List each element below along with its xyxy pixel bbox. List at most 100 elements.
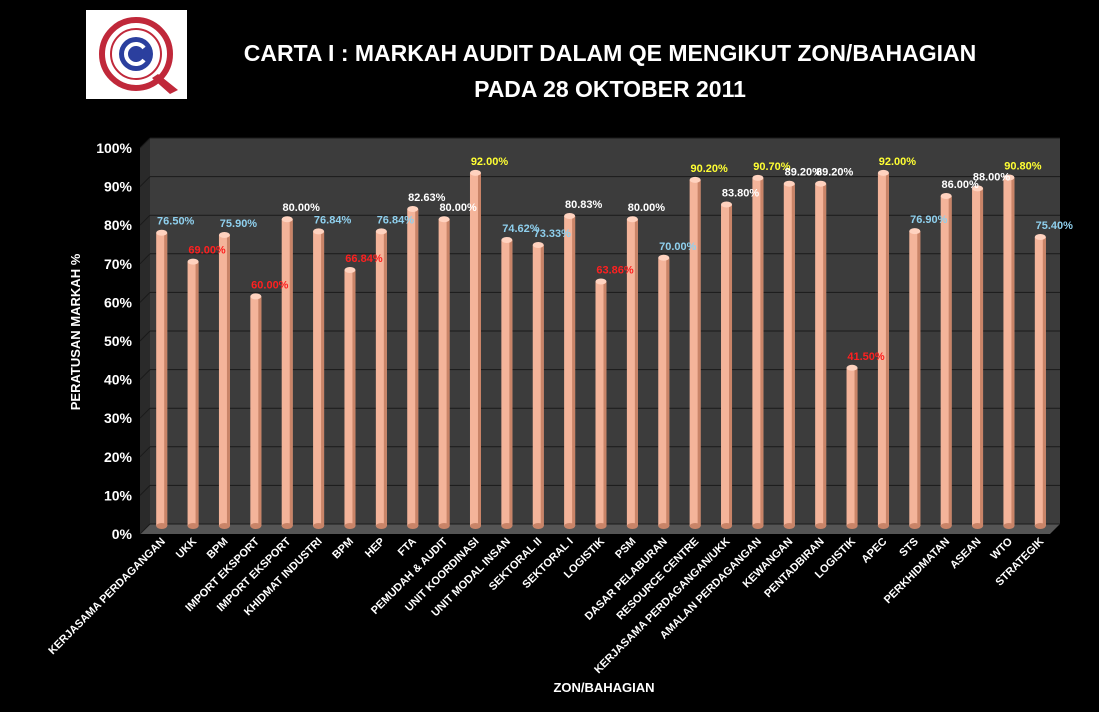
data-label: 76.84% xyxy=(377,214,415,226)
seal-icon xyxy=(99,17,178,94)
bar-cap xyxy=(846,364,858,371)
bar-base xyxy=(564,523,576,529)
gridline-side xyxy=(139,176,151,187)
bar xyxy=(752,174,764,529)
bar-body xyxy=(407,209,419,526)
y-tick-label: 50% xyxy=(104,333,133,349)
bar-shade xyxy=(321,231,325,527)
bar-cap xyxy=(344,266,356,273)
bar-base xyxy=(344,523,356,529)
bar-base xyxy=(1034,523,1046,529)
y-tick-label: 100% xyxy=(96,140,132,156)
bar xyxy=(250,293,262,529)
bar xyxy=(689,176,701,529)
data-label: 80.00% xyxy=(628,202,666,214)
data-label: 80.00% xyxy=(439,202,477,214)
bar-cap xyxy=(972,185,984,192)
bar-cap xyxy=(313,228,325,235)
bar-shade xyxy=(603,281,607,526)
bar-base xyxy=(1003,523,1015,529)
bar xyxy=(564,212,576,529)
x-tick-label: KERJASAMA PERDAGANGAN/UKK xyxy=(592,536,732,676)
bar-shade xyxy=(477,172,481,526)
bar-cap xyxy=(689,176,701,183)
bar-base xyxy=(469,523,481,529)
bar-shade xyxy=(1042,236,1046,526)
x-tick-label: BPM xyxy=(205,536,231,562)
bar-body xyxy=(689,179,701,526)
bar-body xyxy=(501,239,513,526)
y-tick-label: 20% xyxy=(104,449,133,465)
bar-base xyxy=(187,523,199,529)
bar-shade xyxy=(226,235,230,526)
bar-base xyxy=(438,523,450,529)
bar-cap xyxy=(626,216,638,223)
chart-title-line1: CARTA I : MARKAH AUDIT DALAM QE MENGIKUT… xyxy=(243,40,977,66)
bar-body xyxy=(313,231,325,527)
bar xyxy=(783,180,795,529)
bar xyxy=(1003,174,1015,529)
bar-shade xyxy=(352,269,356,526)
y-tick-label: 80% xyxy=(104,217,133,233)
bar-cap xyxy=(501,236,513,243)
x-tick-label: PSM xyxy=(613,536,638,561)
bar-body xyxy=(815,183,827,527)
data-label: 92.00% xyxy=(471,156,509,168)
bar-base xyxy=(313,523,325,529)
data-label: 90.20% xyxy=(690,163,728,175)
bar-base xyxy=(281,523,293,529)
data-label: 83.80% xyxy=(722,188,760,200)
bar-base xyxy=(218,523,230,529)
bar xyxy=(846,364,858,529)
bar-cap xyxy=(1003,174,1015,181)
bar xyxy=(438,216,450,529)
bar-base xyxy=(721,523,733,529)
bar-body xyxy=(218,235,230,526)
bar-shade xyxy=(195,261,199,526)
y-axis-title: PERATUSAN MARKAH % xyxy=(68,253,83,410)
bar-shade xyxy=(164,232,168,526)
bar-shade xyxy=(572,215,576,526)
bar-body xyxy=(250,296,262,526)
data-label: 63.86% xyxy=(596,265,634,277)
bar-cap xyxy=(658,254,670,261)
data-label: 75.90% xyxy=(220,218,258,230)
bar-base xyxy=(689,523,701,529)
y-tick-label: 40% xyxy=(104,372,133,388)
bar xyxy=(721,201,733,529)
data-label: 80.83% xyxy=(565,199,603,211)
bar-body xyxy=(595,281,607,526)
bar-base xyxy=(783,523,795,529)
bar-cap xyxy=(595,278,607,285)
bar xyxy=(815,180,827,529)
bar-cap xyxy=(1034,233,1046,240)
bar-shade xyxy=(383,231,387,527)
bar-shade xyxy=(634,219,638,526)
bar xyxy=(313,228,325,529)
gridline-side xyxy=(139,253,151,265)
bar-body xyxy=(1003,177,1015,526)
bar-body xyxy=(721,204,733,527)
bar xyxy=(658,254,670,529)
bar-body xyxy=(783,183,795,527)
data-label: 74.62% xyxy=(502,223,540,235)
bar-shade xyxy=(729,204,733,527)
bar xyxy=(595,278,607,529)
x-tick-label: APEC xyxy=(859,536,889,566)
bar-shade xyxy=(540,244,544,526)
bar-shade xyxy=(885,172,889,526)
gridline-side xyxy=(139,485,151,496)
bar-shade xyxy=(854,367,858,526)
bar-cap xyxy=(156,229,168,236)
bar-body xyxy=(564,215,576,526)
data-label: 60.00% xyxy=(251,279,289,291)
bar-cap xyxy=(187,258,199,265)
gridline-side xyxy=(139,137,151,149)
data-label: 69.00% xyxy=(188,245,226,257)
bar-cap xyxy=(375,228,387,235)
bar-cap xyxy=(407,206,419,213)
data-label: 80.00% xyxy=(283,202,321,214)
x-tick-label: BPM xyxy=(330,536,356,562)
data-label: 86.00% xyxy=(942,179,980,191)
x-tick-label: UKK xyxy=(174,536,199,561)
